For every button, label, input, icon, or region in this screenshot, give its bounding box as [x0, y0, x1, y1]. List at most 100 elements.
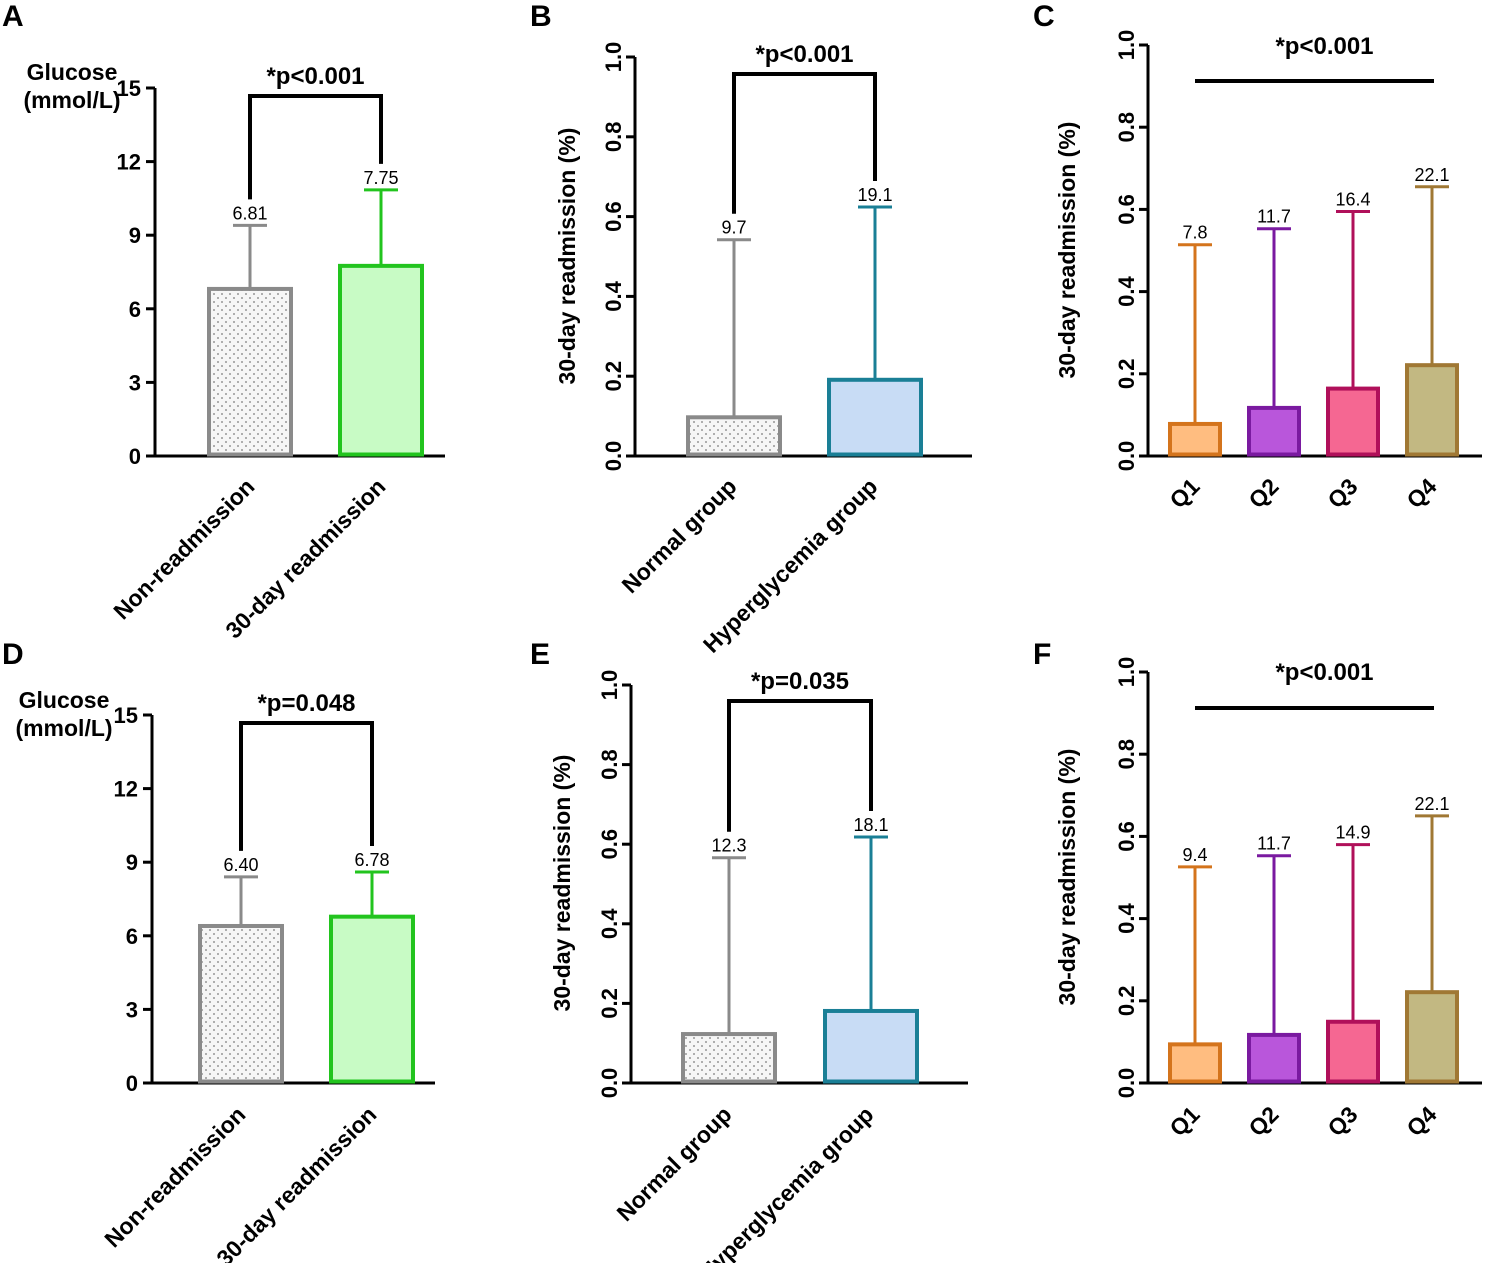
bar — [827, 377, 923, 457]
panel-f-chart: 0.0 0.2 0.4 0.6 0.8 1.0 30-day readmission (%)… — [1054, 657, 1482, 1141]
significance-label: *p=0.048 — [257, 690, 355, 717]
y-tick-label: 12 — [114, 777, 138, 802]
y-tick-label: 0.4 — [597, 908, 622, 939]
y-axis-label-unit: (mmol/L) — [15, 715, 112, 741]
y-tick-label: 0.4 — [601, 280, 626, 311]
y-tick-label: 0.6 — [601, 201, 626, 232]
panel-letter-c: C — [1033, 0, 1055, 33]
y-axis-label: Glucose — [19, 687, 110, 713]
bar — [1405, 990, 1459, 1084]
x-category-label: Non-readmission — [99, 1101, 250, 1252]
significance-bracket — [727, 699, 873, 832]
data-label: 9.4 — [1182, 845, 1207, 865]
data-label: 11.7 — [1257, 834, 1291, 854]
y-tick-label: 0.8 — [601, 122, 626, 153]
y-tick-label: 0.6 — [1114, 194, 1139, 225]
bar — [1405, 363, 1459, 457]
data-label: 11.7 — [1257, 207, 1291, 227]
y-tick-label: 1.0 — [1114, 30, 1139, 61]
data-label: 22.1 — [1414, 794, 1449, 814]
bar — [1326, 1019, 1380, 1084]
y-tick-label: 0.4 — [1114, 903, 1139, 934]
y-axis-label: 30-day readmission (%) — [549, 755, 575, 1012]
y-tick-label: 0.0 — [1114, 441, 1139, 472]
y-axis-label: Glucose — [27, 59, 118, 85]
panel-letter-e: E — [530, 638, 550, 671]
x-category-label: Q4 — [1401, 1101, 1441, 1141]
y-tick-label: 3 — [126, 997, 138, 1022]
y-tick-label: 0.8 — [1114, 112, 1139, 143]
y-axis-label: 30-day readmission (%) — [1054, 749, 1080, 1006]
significance-label: *p<0.001 — [266, 63, 364, 90]
y-tick-label: 0.2 — [601, 361, 626, 392]
x-category-label: Q1 — [1164, 473, 1204, 513]
bar — [207, 286, 293, 457]
bar — [1326, 386, 1380, 457]
y-tick-label: 6 — [129, 297, 141, 322]
data-label: 19.1 — [857, 185, 892, 205]
bar — [823, 1008, 919, 1084]
y-tick-label: 0.0 — [597, 1068, 622, 1099]
x-category-label: Q2 — [1243, 473, 1283, 513]
y-tick-label: 0.0 — [1114, 1068, 1139, 1099]
y-tick-label: 0.0 — [601, 441, 626, 472]
y-axis-label-unit: (mmol/L) — [23, 87, 120, 113]
bar — [1168, 421, 1222, 457]
significance-label: *p<0.001 — [1275, 33, 1373, 60]
significance-label: *p<0.001 — [755, 41, 853, 68]
significance-label: *p=0.035 — [751, 668, 849, 695]
y-tick-label: 0 — [126, 1071, 138, 1096]
y-tick-label: 0 — [129, 444, 141, 469]
y-tick-label: 15 — [114, 703, 138, 728]
data-label: 6.78 — [354, 850, 389, 870]
x-category-label: Q4 — [1401, 473, 1441, 513]
x-category-label: Non-readmission — [108, 473, 259, 624]
significance-label: *p<0.001 — [1275, 659, 1373, 686]
y-tick-label: 6 — [126, 924, 138, 949]
panel-letter-a: A — [2, 0, 24, 33]
bar — [198, 923, 284, 1084]
y-tick-label: 12 — [117, 150, 141, 175]
y-axis-label: 30-day readmission (%) — [554, 128, 580, 385]
y-tick-label: 9 — [126, 850, 138, 875]
panel-letter-b: B — [530, 0, 552, 33]
data-label: 14.9 — [1335, 823, 1370, 843]
data-label: 16.4 — [1335, 189, 1370, 209]
data-label: 18.1 — [853, 815, 888, 835]
panel-letter-d: D — [2, 638, 24, 671]
y-tick-label: 1.0 — [1114, 657, 1139, 688]
bar — [1247, 1032, 1301, 1084]
data-label: 7.75 — [363, 168, 398, 188]
significance-bracket — [248, 94, 383, 200]
y-tick-label: 0.6 — [597, 829, 622, 860]
x-category-label: Q1 — [1164, 1101, 1204, 1141]
y-tick-label: 0.2 — [1114, 359, 1139, 390]
x-category-label: Q2 — [1243, 1101, 1283, 1141]
significance-bracket — [732, 72, 877, 214]
y-tick-label: 1.0 — [597, 670, 622, 701]
bar — [338, 263, 424, 457]
x-category-label: Normal group — [617, 473, 742, 598]
y-tick-label: 0.6 — [1114, 821, 1139, 852]
panel-c-chart: 0.0 0.2 0.4 0.6 0.8 1.0 30-day readmission (%)… — [1054, 30, 1482, 513]
bar — [1168, 1042, 1222, 1084]
y-tick-label: 0.8 — [1114, 739, 1139, 770]
y-tick-label: 15 — [117, 76, 141, 101]
data-label: 6.81 — [232, 203, 267, 223]
y-tick-label: 3 — [129, 370, 141, 395]
bar — [329, 914, 415, 1084]
y-tick-label: 0.4 — [1114, 276, 1139, 307]
y-tick-label: 0.2 — [1114, 986, 1139, 1017]
y-tick-label: 0.2 — [597, 988, 622, 1019]
bar — [1247, 405, 1301, 457]
x-category-label: Q3 — [1322, 1101, 1362, 1141]
data-label: 9.7 — [721, 218, 746, 238]
bar — [686, 415, 782, 457]
data-label: 12.3 — [711, 836, 746, 856]
data-label: 6.40 — [223, 855, 258, 875]
x-category-label: Q3 — [1322, 473, 1362, 513]
bar — [681, 1032, 777, 1084]
y-tick-label: 1.0 — [601, 42, 626, 73]
